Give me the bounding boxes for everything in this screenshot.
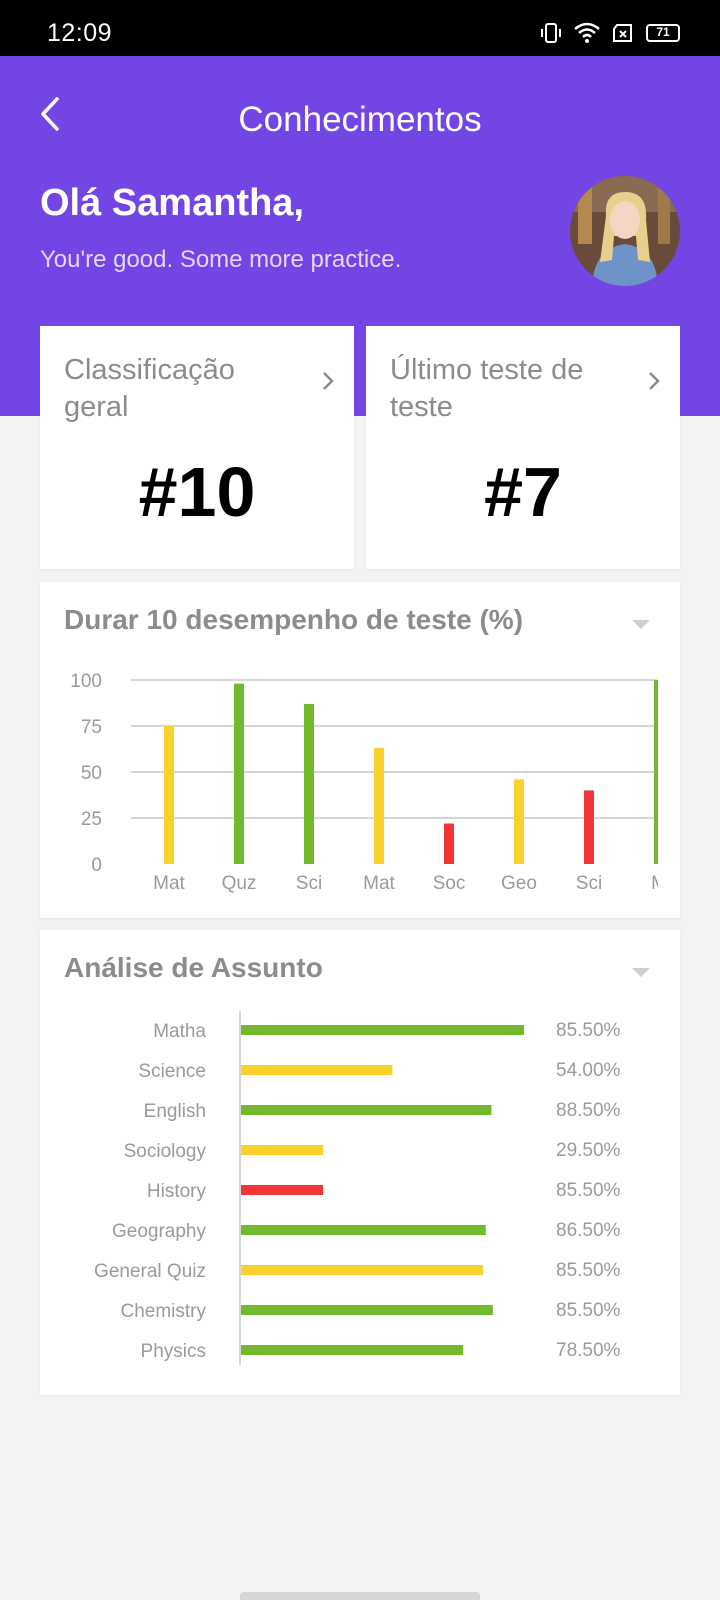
x-tick-label: Soc	[433, 873, 466, 894]
bar[interactable]	[584, 790, 594, 864]
bar[interactable]	[164, 726, 174, 864]
x-tick-label: Sci	[296, 873, 322, 894]
y-tick-label: 25	[81, 809, 102, 830]
subject-bar[interactable]	[241, 1345, 464, 1355]
subject-bar[interactable]	[241, 1185, 324, 1195]
last-test-label: Último teste de teste	[390, 354, 584, 423]
avatar[interactable]	[570, 176, 680, 286]
x-tick-label: Sci	[576, 873, 602, 894]
subject-label: Science	[138, 1061, 206, 1082]
y-tick-label: 0	[91, 855, 102, 876]
greeting: Olá Samantha,	[40, 182, 304, 224]
bar[interactable]	[374, 748, 384, 864]
dropdown-arrow-icon[interactable]	[632, 968, 650, 977]
subject-value: 88.50%	[556, 1100, 621, 1121]
subject-analysis-title: Análise de Assunto	[64, 952, 323, 983]
status-icons: 71	[540, 22, 680, 44]
performance-chart: 1007550250MatQuzSciMatSocGeoSciM	[70, 662, 680, 898]
vibrate-icon	[541, 23, 561, 43]
x-tick-label: Quz	[222, 873, 257, 894]
y-tick-label: 50	[81, 763, 102, 784]
subject-bar[interactable]	[241, 1145, 324, 1155]
last-test-value: #7	[484, 453, 562, 531]
subject-value: 85.50%	[556, 1260, 621, 1281]
chevron-right-icon	[649, 372, 660, 390]
subject-bar[interactable]	[241, 1065, 393, 1075]
subject-analysis-card: Análise de Assunto Matha 85.50% Science 54.…	[40, 930, 680, 1395]
subtitle: You're good. Some more practice.	[40, 246, 402, 273]
bar[interactable]	[514, 779, 524, 864]
performance-title: Durar 10 desempenho de teste (%)	[64, 604, 524, 635]
subject-bar[interactable]	[241, 1265, 483, 1275]
subject-bar[interactable]	[241, 1305, 493, 1315]
subject-label: English	[144, 1101, 206, 1122]
dropdown-arrow-icon[interactable]	[632, 620, 650, 629]
subject-label: Physics	[141, 1341, 206, 1362]
chevron-right-icon	[323, 372, 334, 390]
subject-label: Geography	[112, 1221, 207, 1242]
y-tick-label: 75	[81, 717, 102, 738]
wifi-icon	[574, 22, 600, 43]
last-test-card[interactable]: Último teste de teste #7	[366, 326, 680, 569]
subject-label: General Quiz	[94, 1261, 206, 1282]
subject-value: 29.50%	[556, 1140, 621, 1161]
back-button[interactable]	[30, 92, 70, 136]
subject-analysis-chart: Matha 85.50% Science 54.00% English 88.50% Soc…	[94, 1011, 621, 1365]
overall-ranking-label: Classificação geral	[64, 354, 235, 423]
page-title: Conhecimentos	[238, 100, 482, 139]
sim-icon	[613, 24, 632, 42]
bar[interactable]	[444, 823, 454, 864]
subject-label: Matha	[153, 1021, 206, 1042]
subject-bar[interactable]	[241, 1025, 524, 1035]
subject-value: 85.50%	[556, 1180, 621, 1201]
overall-ranking-card[interactable]: Classificação geral #10	[40, 326, 354, 569]
bar[interactable]	[304, 703, 314, 864]
subject-label: Chemistry	[120, 1301, 206, 1322]
x-tick-label: Mat	[153, 873, 185, 894]
subject-value: 85.50%	[556, 1300, 621, 1321]
subject-value: 78.50%	[556, 1340, 621, 1361]
subject-value: 86.50%	[556, 1220, 621, 1241]
home-indicator	[240, 1592, 480, 1600]
subject-value: 54.00%	[556, 1060, 621, 1081]
bar[interactable]	[234, 683, 244, 864]
status-time: 12:09	[47, 19, 113, 47]
status-bar: 12:09 71	[0, 0, 720, 56]
subject-label: History	[147, 1181, 207, 1202]
performance-card: Durar 10 desempenho de teste (%) 100 75 50…	[40, 582, 680, 918]
x-tick-label: Mat	[363, 873, 395, 894]
overall-ranking-value: #10	[138, 453, 256, 531]
chart-clip	[658, 662, 680, 898]
subject-value: 85.50%	[556, 1020, 621, 1041]
subject-bar[interactable]	[241, 1105, 492, 1115]
subject-bar[interactable]	[241, 1225, 486, 1235]
x-tick-label: Geo	[501, 873, 537, 894]
battery-icon: 71	[646, 24, 680, 42]
subject-label: Sociology	[124, 1141, 207, 1162]
back-arrow-icon	[41, 97, 59, 131]
y-tick-label: 100	[70, 671, 102, 692]
avatar-image	[570, 176, 680, 286]
battery-level: 71	[656, 25, 670, 39]
